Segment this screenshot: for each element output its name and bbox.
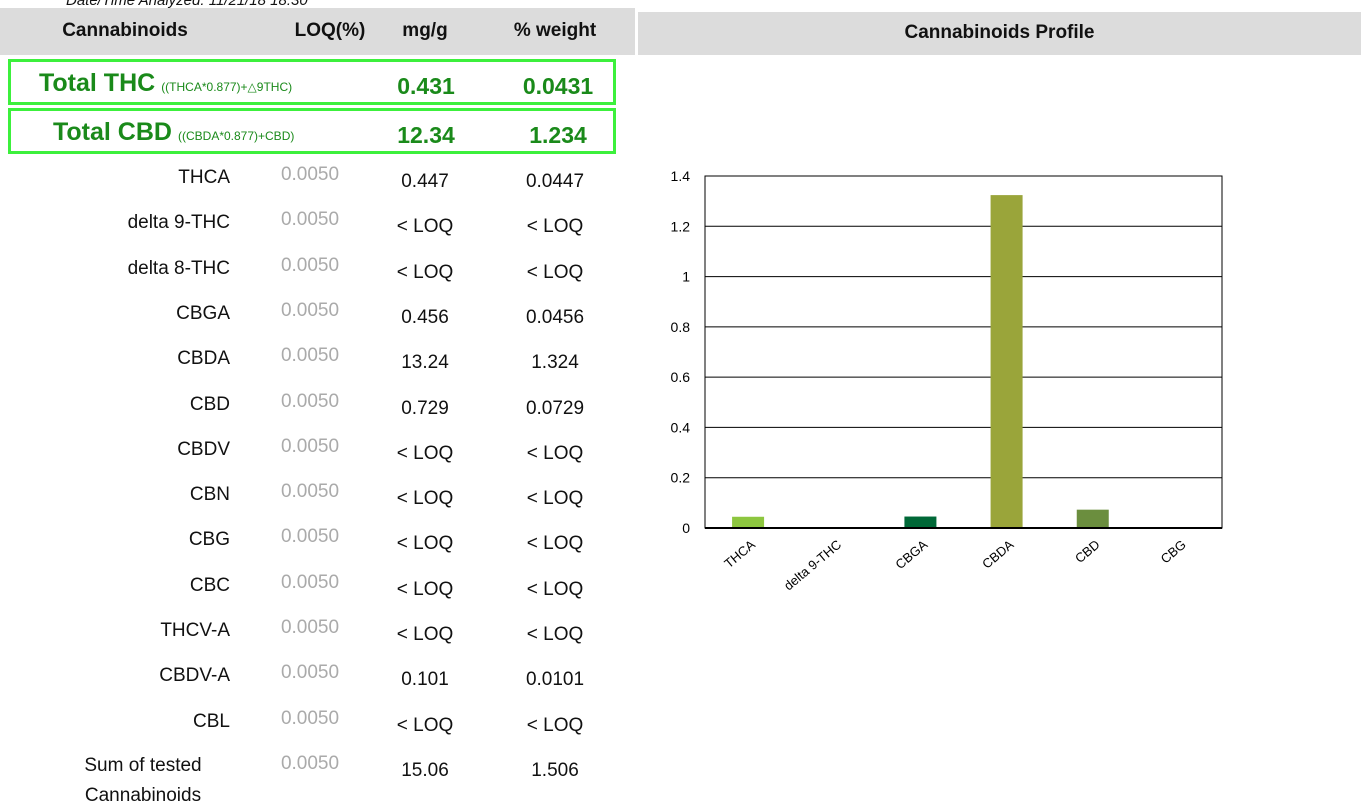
row-name: CBD — [189, 393, 230, 415]
row-pct: 1.324 — [531, 352, 579, 374]
total-name: Total THC ((THCA*0.877)+△9THC) — [39, 69, 292, 98]
row-loq: 0.0050 — [280, 164, 340, 185]
bar — [1162, 526, 1195, 528]
row-mg: < LOQ — [396, 216, 454, 238]
row-mg: < LOQ — [396, 261, 454, 283]
total-label: Total CBD — [53, 118, 172, 146]
y-tick-label: 1.4 — [671, 168, 691, 184]
row-loq: 0.0050 — [280, 571, 340, 593]
row-pct: 0.0447 — [525, 171, 585, 192]
row-pct: < LOQ — [526, 624, 584, 645]
row-mg: < LOQ — [396, 488, 454, 510]
total-formula: ((CBDA*0.877)+CBD) — [177, 129, 295, 143]
row-pct: < LOQ — [526, 533, 584, 555]
row-mg: 0.447 — [401, 171, 449, 192]
total-formula: ((THCA*0.877)+△9THC) — [161, 80, 293, 94]
row-name: CBDV-A — [159, 665, 230, 687]
column-header: % weight — [513, 20, 597, 41]
row-mg: 15.06 — [401, 759, 449, 781]
row-loq: 0.0050 — [280, 662, 340, 684]
bar — [1076, 509, 1109, 528]
total-box: Total THC ((THCA*0.877)+△9THC) 0.431 0.0431 — [8, 59, 616, 105]
row-pct: < LOQ — [526, 578, 584, 600]
row-loq: 0.0050 — [280, 299, 340, 321]
total-box: Total CBD ((CBDA*0.877)+CBD) 12.34 1.234 — [8, 108, 616, 154]
row-name: THCA — [178, 167, 230, 188]
total-pct: 0.0431 — [522, 73, 594, 99]
bar — [818, 526, 851, 528]
row-mg: 0.456 — [401, 306, 449, 328]
y-tick-label: 1 — [682, 269, 690, 285]
total-mg: 12.34 — [397, 122, 455, 148]
row-name: delta 9-THC — [127, 212, 230, 234]
row-name: Sum of tested Cannabinoids — [84, 754, 202, 806]
row-loq: 0.0050 — [280, 435, 340, 457]
row-pct: 0.0101 — [525, 669, 585, 691]
row-pct: < LOQ — [526, 488, 584, 510]
row-mg: < LOQ — [396, 578, 454, 600]
total-name: Total CBD ((CBDA*0.877)+CBD) — [53, 118, 294, 147]
row-mg: < LOQ — [396, 533, 454, 555]
column-header: Cannabinoids — [62, 20, 188, 41]
row-pct: 0.0729 — [525, 397, 585, 419]
row-mg: < LOQ — [396, 624, 454, 645]
bar — [904, 516, 937, 528]
row-pct: < LOQ — [526, 216, 584, 238]
y-tick-label: 1.2 — [671, 218, 691, 234]
chart-title: Cannabinoids Profile — [904, 22, 1095, 43]
row-loq: 0.0050 — [280, 526, 340, 548]
y-tick-label: 0 — [682, 520, 690, 536]
row-name: delta 8-THC — [127, 257, 230, 279]
x-tick-label: delta 9-THC — [781, 537, 844, 594]
total-mg: 0.431 — [397, 73, 455, 99]
column-header: LOQ(%) — [294, 20, 366, 41]
y-tick-label: 0.8 — [671, 319, 691, 335]
row-pct: < LOQ — [526, 261, 584, 283]
row-name: CBGA — [176, 302, 230, 324]
y-tick-label: 0.6 — [671, 369, 691, 385]
row-loq: 0.0050 — [280, 707, 340, 729]
table-header-bar — [0, 8, 635, 55]
row-name: CBL — [193, 710, 230, 732]
row-mg: 0.729 — [401, 397, 449, 419]
row-name: THCV-A — [160, 620, 230, 641]
column-header: mg/g — [402, 20, 448, 41]
row-name: CBDV — [177, 438, 230, 460]
row-mg: < LOQ — [396, 714, 454, 736]
x-tick-label: CBGA — [892, 537, 930, 572]
row-pct: < LOQ — [526, 442, 584, 464]
row-pct: < LOQ — [526, 714, 584, 736]
row-loq: 0.0050 — [280, 481, 340, 503]
x-tick-label: CBDA — [979, 537, 1017, 572]
date-analyzed: Date/Time Analyzed: 11/21/18 18:30 — [66, 0, 308, 9]
row-loq: 0.0050 — [280, 752, 340, 774]
total-label: Total THC — [39, 69, 156, 97]
row-loq: 0.0050 — [280, 390, 340, 412]
row-mg: 13.24 — [401, 352, 449, 374]
row-loq: 0.0050 — [280, 345, 340, 367]
row-name: CBC — [189, 574, 230, 596]
row-loq: 0.0050 — [280, 254, 340, 276]
x-tick-label: CBD — [1072, 537, 1103, 566]
row-name: CBG — [188, 529, 230, 551]
row-pct: 1.506 — [531, 759, 579, 781]
row-pct: 0.0456 — [525, 306, 585, 328]
row-loq: 0.0050 — [280, 209, 340, 231]
x-tick-label: THCA — [721, 537, 758, 571]
bar — [990, 195, 1023, 528]
row-name: CBDA — [177, 348, 230, 370]
row-loq: 0.0050 — [280, 617, 340, 638]
row-mg: 0.101 — [401, 669, 449, 691]
bar — [732, 516, 765, 528]
chart-header-bar — [638, 12, 1361, 55]
y-tick-label: 0.4 — [671, 419, 691, 435]
row-mg: < LOQ — [396, 442, 454, 464]
row-name: CBN — [189, 484, 230, 506]
plot-frame — [704, 175, 1223, 529]
total-pct: 1.234 — [529, 122, 587, 148]
y-tick-label: 0.2 — [671, 470, 691, 486]
x-tick-label: CBG — [1158, 537, 1189, 567]
